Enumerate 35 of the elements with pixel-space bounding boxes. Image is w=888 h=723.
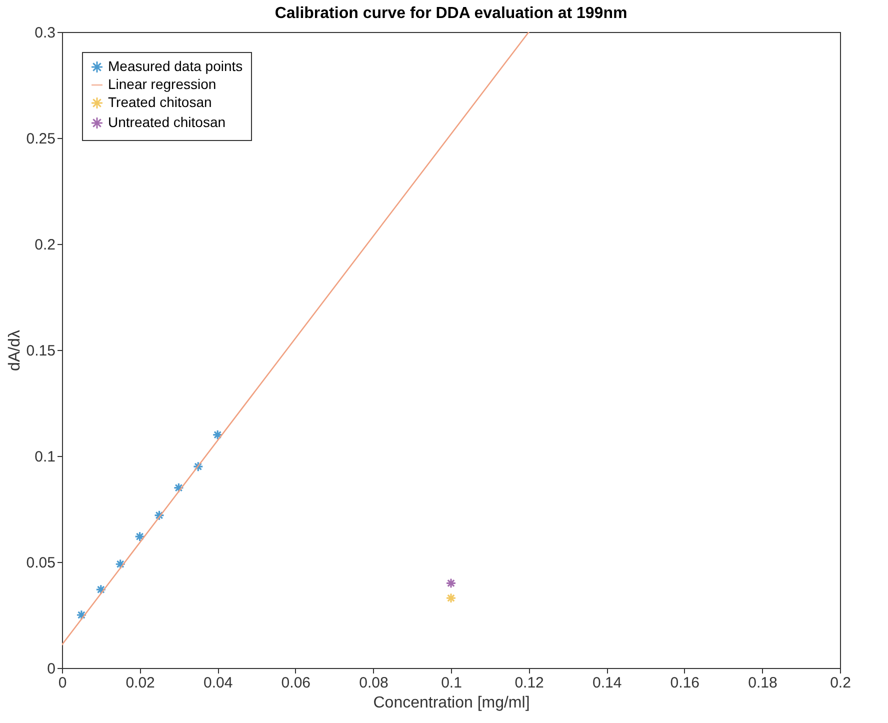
legend-label: Linear regression [108, 76, 216, 92]
point [192, 461, 204, 472]
y-tick-label: 0.05 [26, 554, 56, 572]
legend-label: Treated chitosan [108, 94, 212, 110]
x-tick-label: 0.14 [592, 674, 622, 692]
legend-label: Measured data points [108, 58, 243, 74]
y-tick-label: 0.2 [34, 236, 56, 254]
x-tick-label: 0.12 [514, 674, 544, 692]
y-tick-label: 0.3 [34, 24, 56, 42]
x-tick-label: 0.06 [281, 674, 310, 692]
x-tick-label: 0.1 [441, 674, 462, 692]
point [76, 610, 87, 620]
point [212, 430, 223, 440]
chart-title: Calibration curve for DDA evaluation at 199nm [274, 5, 628, 22]
x-tick-label: 0.2 [830, 674, 851, 692]
x-tick-label: 0 [58, 674, 67, 692]
y-tick-label: 0.15 [26, 342, 56, 360]
legend-label: Untreated chitosan [108, 114, 226, 130]
x-tick-label: 0.18 [748, 674, 778, 692]
point [446, 592, 456, 604]
x-tick-label: 0.08 [359, 674, 388, 692]
point [115, 558, 126, 570]
point [173, 482, 184, 494]
point [96, 584, 106, 595]
y-tick-label: 0 [47, 660, 56, 678]
y-axis-title: dA/dλ [6, 330, 24, 371]
x-tick-label: 0.16 [670, 674, 700, 692]
point [134, 531, 146, 542]
y-tick-label: 0.25 [26, 130, 56, 148]
x-tick-label: 0.02 [126, 674, 155, 692]
x-tick-label: 0.04 [204, 674, 233, 692]
point [154, 510, 165, 521]
x-axis-title: Concentration [mg/ml] [373, 694, 530, 712]
y-tick-label: 0.1 [34, 448, 56, 466]
point [446, 578, 456, 588]
